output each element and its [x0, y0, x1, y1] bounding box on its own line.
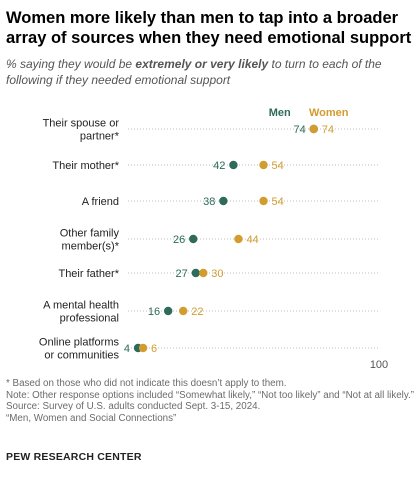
women-dot — [259, 196, 268, 206]
category-label: Their mother* — [52, 160, 119, 172]
subtitle-emphasis: extremely or very likely — [135, 57, 269, 71]
chart-title: Women more likely than men to tap into a… — [6, 9, 412, 47]
category-label: Their spouse or — [43, 118, 120, 130]
category-label: Online platforms — [39, 337, 120, 349]
women-dot — [234, 234, 243, 244]
footnote-report: “Men, Women and Social Connections” — [6, 412, 177, 424]
category-label: Other family — [60, 228, 120, 240]
chart-subtitle: % saying they would be extremely or very… — [6, 56, 416, 88]
category-label: member(s)* — [62, 241, 120, 253]
women-value-label: 44 — [246, 234, 258, 246]
men-dot — [189, 234, 198, 244]
category-label: Their father* — [58, 268, 119, 280]
category-label: or communities — [44, 350, 119, 362]
men-dot — [229, 160, 238, 170]
men-dot — [163, 306, 173, 316]
men-value-label: 16 — [148, 306, 160, 318]
legend-label-women: Women — [309, 107, 349, 119]
footnote-note: Note: Other response options included “S… — [6, 389, 415, 401]
men-value-label: 74 — [293, 124, 305, 136]
men-value-label: 42 — [213, 160, 225, 172]
men-value-label: 26 — [173, 234, 185, 246]
women-value-label: 74 — [322, 124, 334, 136]
axis-end-label: 100 — [370, 359, 388, 371]
category-label: A friend — [82, 196, 119, 208]
women-value-label: 54 — [272, 196, 284, 208]
women-value-label: 30 — [211, 268, 223, 280]
women-dot — [199, 268, 208, 278]
men-value-label: 27 — [176, 268, 188, 280]
chart-notes: * Based on those who did not indicate th… — [6, 378, 414, 424]
subtitle-part-2: to turn to each of the following if they… — [6, 57, 382, 87]
subtitle-part-1: % saying they would be — [6, 57, 136, 71]
category-label: A mental health — [43, 300, 119, 312]
women-value-label: 54 — [272, 160, 284, 172]
footnote-source: Source: Survey of U.S. adults conducted … — [6, 401, 261, 413]
women-dot — [138, 343, 148, 353]
women-dot — [179, 306, 188, 316]
men-value-label: 38 — [203, 196, 215, 208]
men-dot — [191, 268, 200, 278]
men-dot — [219, 196, 228, 206]
women-dot — [309, 124, 318, 134]
women-value-label: 6 — [151, 343, 157, 355]
category-label: professional — [60, 313, 119, 325]
legend-label-men: Men — [269, 107, 291, 119]
footnote-asterisk: * Based on those who did not indicate th… — [6, 378, 287, 389]
women-dot — [259, 160, 268, 170]
women-value-label: 22 — [191, 306, 203, 318]
category-label: partner* — [80, 131, 120, 143]
organization-label: PEW RESEARCH CENTER — [6, 451, 142, 463]
men-value-label: 4 — [124, 343, 130, 355]
